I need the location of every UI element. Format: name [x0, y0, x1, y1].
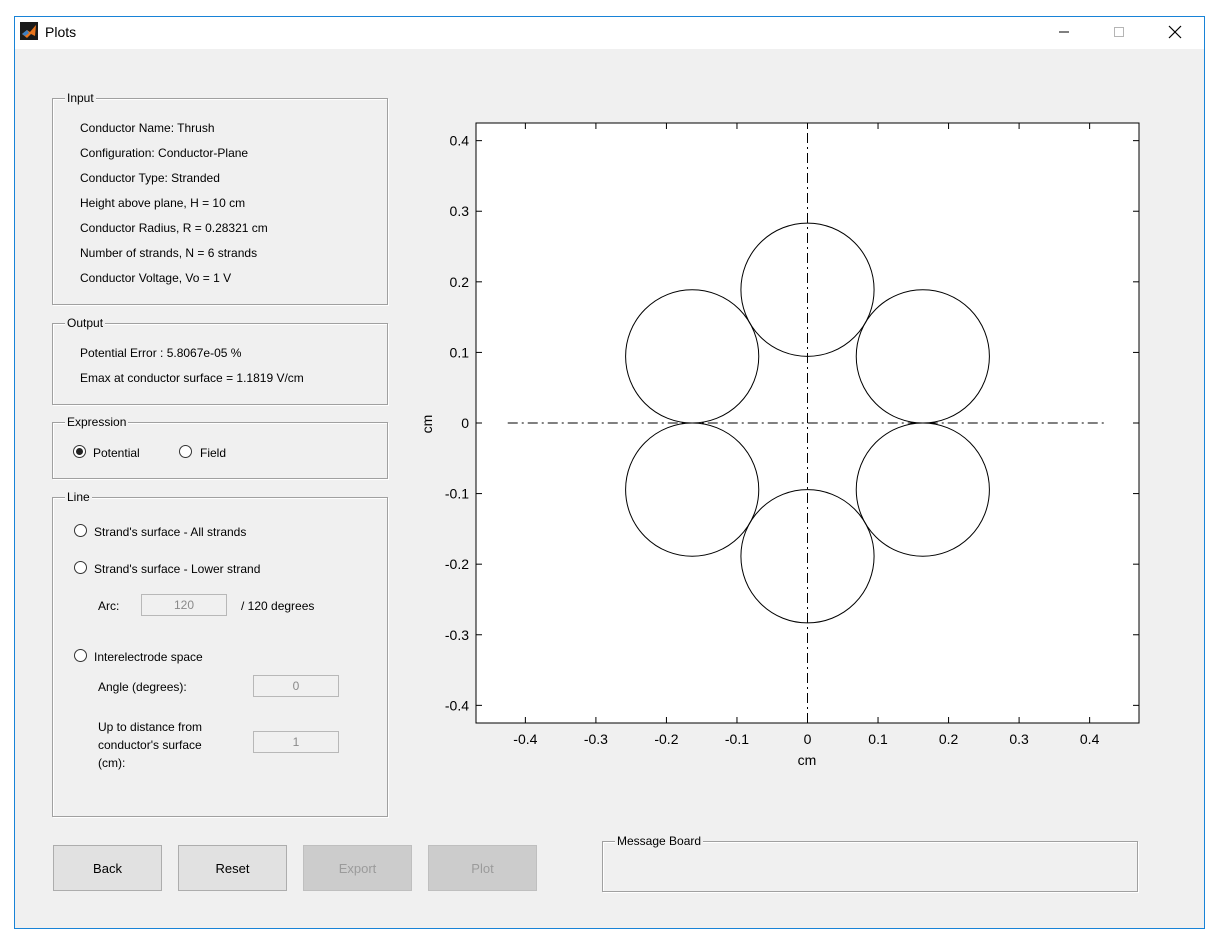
- radius-text: Conductor Radius, R = 0.28321 cm: [80, 221, 268, 235]
- reset-button[interactable]: Reset: [178, 845, 287, 891]
- line-panel: Line Strand's surface - All strands Stra…: [52, 490, 388, 817]
- all-strands-radio[interactable]: [74, 524, 87, 537]
- expression-panel-title: Expression: [65, 415, 129, 429]
- configuration-text: Configuration: Conductor-Plane: [80, 146, 249, 160]
- angle-label: Angle (degrees):: [98, 680, 187, 694]
- arc-label: Arc:: [98, 599, 120, 613]
- angle-input[interactable]: 0: [253, 675, 339, 697]
- window-title: Plots: [45, 24, 77, 40]
- field-radio-label[interactable]: Field: [200, 446, 227, 460]
- matlab-icon: [20, 22, 38, 40]
- input-panel-title: Input: [65, 91, 96, 105]
- plots-window: Plots Input Conductor Name: Thrush Confi…: [14, 16, 1205, 929]
- minimize-button[interactable]: [1041, 17, 1087, 47]
- interelectrode-radio[interactable]: [74, 649, 87, 662]
- distance-label-line3: (cm):: [98, 756, 126, 770]
- plot-button[interactable]: Plot: [428, 845, 537, 891]
- distance-label-line1: Up to distance from: [98, 720, 203, 734]
- close-button[interactable]: [1152, 17, 1198, 47]
- height-text: Height above plane, H = 10 cm: [80, 196, 246, 210]
- output-panel-title: Output: [65, 316, 106, 330]
- arc-input[interactable]: 120: [141, 594, 227, 616]
- output-panel: Output Potential Error : 5.8067e-05 % Em…: [52, 316, 388, 405]
- export-button[interactable]: Export: [303, 845, 412, 891]
- title-bar: Plots: [15, 17, 1204, 49]
- potential-radio[interactable]: [73, 445, 86, 458]
- field-radio[interactable]: [179, 445, 192, 458]
- distance-input[interactable]: 1: [253, 731, 339, 753]
- potential-radio-label[interactable]: Potential: [93, 446, 140, 460]
- minimize-icon: [1059, 31, 1069, 33]
- all-strands-label[interactable]: Strand's surface - All strands: [94, 525, 247, 539]
- arc-suffix: / 120 degrees: [241, 599, 315, 613]
- conductor-name-text: Conductor Name: Thrush: [80, 121, 215, 135]
- conductor-type-text: Conductor Type: Stranded: [80, 171, 220, 185]
- lower-strand-label[interactable]: Strand's surface - Lower strand: [94, 562, 261, 576]
- maximize-icon: [1114, 27, 1124, 37]
- expression-panel: Expression Potential Field: [52, 415, 388, 479]
- maximize-button[interactable]: [1096, 17, 1142, 47]
- emax-text: Emax at conductor surface = 1.1819 V/cm: [80, 371, 304, 385]
- potential-error-text: Potential Error : 5.8067e-05 %: [80, 346, 242, 360]
- strands-text: Number of strands, N = 6 strands: [80, 246, 258, 260]
- line-panel-title: Line: [65, 490, 92, 504]
- distance-label-line2: conductor's surface: [98, 738, 202, 752]
- voltage-text: Conductor Voltage, Vo = 1 V: [80, 271, 232, 285]
- input-panel: Input Conductor Name: Thrush Configurati…: [52, 91, 388, 305]
- back-button[interactable]: Back: [53, 845, 162, 891]
- interelectrode-label[interactable]: Interelectrode space: [94, 650, 203, 664]
- message-board-title: Message Board: [615, 834, 704, 848]
- message-board-panel: Message Board: [602, 834, 1138, 892]
- lower-strand-radio[interactable]: [74, 561, 87, 574]
- close-icon: [1168, 25, 1182, 39]
